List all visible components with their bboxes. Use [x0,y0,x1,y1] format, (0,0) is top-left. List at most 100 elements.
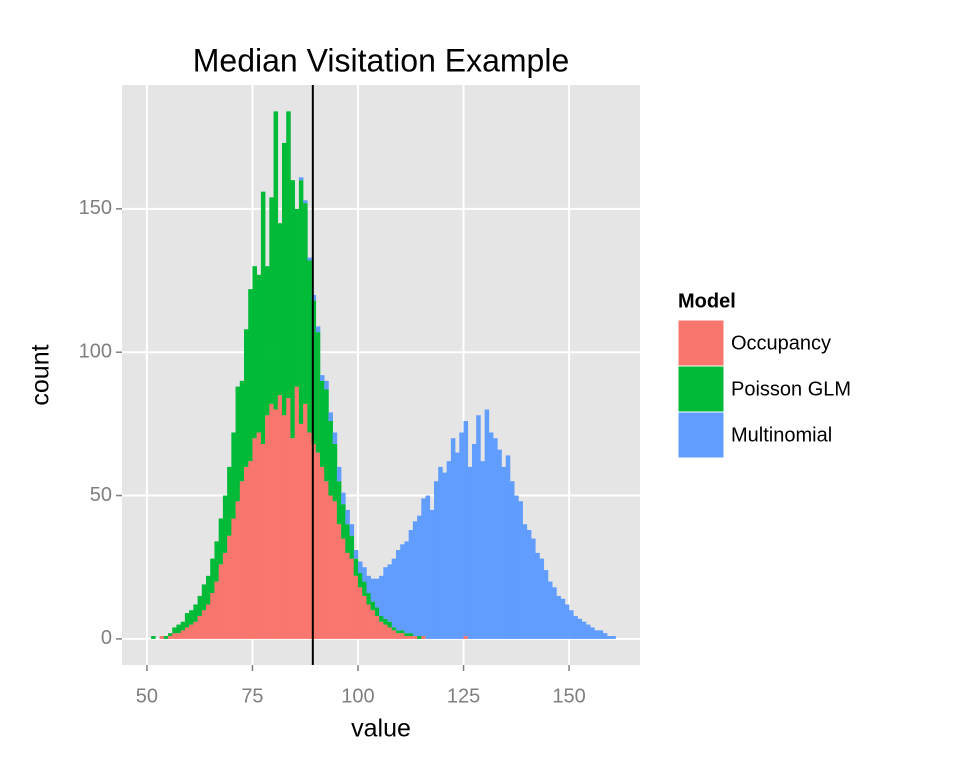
histogram-bar [151,636,156,639]
histogram-bar [366,575,371,594]
histogram-bar [269,197,274,404]
histogram-bar [383,618,388,625]
histogram-bar [387,627,393,639]
histogram-bar [222,495,228,553]
histogram-bar [412,521,418,637]
histogram-bar [366,604,371,639]
histogram-bar [383,624,388,639]
histogram-bar [408,636,414,639]
histogram-bar [193,621,198,639]
histogram-bar [324,380,329,390]
histogram-bar [484,409,490,639]
histogram-bar [206,604,211,639]
histogram-bar [602,633,608,639]
x-tick-label: 75 [241,685,263,707]
legend-key [677,411,725,459]
histogram-bar [362,567,367,582]
histogram-bar [319,380,325,467]
histogram-bar [552,587,557,639]
histogram-bar [463,636,469,639]
histogram-bar [189,610,194,625]
histogram-bar [400,630,405,634]
histogram-bar [349,558,355,639]
histogram-bar [607,636,612,639]
histogram-bar [345,552,350,639]
histogram-bar [324,389,329,482]
y-tick-label: 150 [79,197,112,219]
histogram-bar [395,630,401,634]
histogram-bar [569,610,574,639]
histogram-bar [374,578,380,608]
histogram-bar [294,208,300,387]
histogram-bar [265,266,270,416]
histogram-bar [387,564,393,622]
histogram-bar [547,581,553,639]
x-axis-label: value [351,715,411,743]
histogram-bar [404,636,409,639]
chart-title: Median Visitation Example [193,42,570,78]
histogram-bar [374,615,380,639]
histogram-bar [539,558,545,639]
histogram-bar [412,636,418,639]
histogram-bar [391,630,397,639]
histogram-bar [535,552,540,639]
x-tick-label: 150 [552,685,585,707]
histogram-bar [248,461,253,639]
histogram-bar [206,575,211,605]
histogram-bar [172,627,177,634]
x-tick-label: 125 [447,685,480,707]
histogram-bar [218,564,224,639]
histogram-bar [315,326,321,333]
histogram-bar [336,466,342,482]
histogram-bar [505,455,511,639]
histogram-bar [277,395,283,639]
histogram-bar [594,630,599,639]
histogram-bar [168,633,173,637]
histogram-bar [438,466,443,639]
histogram-bar [244,329,249,467]
histogram-bar [189,624,194,639]
histogram-bar [201,584,207,611]
histogram-bar [252,438,257,639]
histogram-bar [467,466,473,639]
histogram-bar [345,509,350,525]
histogram-bar [379,575,384,616]
histogram-bar [391,558,397,628]
histogram-bar [324,481,329,639]
histogram-bar [611,636,616,639]
histogram-bar [214,541,219,582]
histogram-bar [581,621,587,639]
histogram-bar [332,432,338,444]
histogram-bar [509,481,515,639]
histogram-bar [379,615,384,622]
histogram-bar [341,538,346,639]
histogram-bar [395,633,401,639]
histogram-bar [531,538,536,639]
histogram-bar [277,223,283,396]
histogram-bar [400,633,405,639]
histogram-bar [429,509,435,639]
histogram-bar [357,561,363,573]
legend-key [677,319,725,367]
histogram-bar [239,481,245,639]
histogram-bar [362,595,367,639]
histogram-bar [366,593,371,605]
histogram-bar [290,180,295,439]
histogram-bar [315,452,321,639]
histogram-bar [256,432,262,639]
histogram-bar [298,180,304,424]
histogram-bar [227,535,232,639]
histogram-bar [459,432,464,639]
histogram-bar [298,177,304,181]
histogram-bar [172,633,177,639]
histogram-bar [417,636,422,639]
histogram-bar [387,621,393,628]
histogram-bar [353,575,359,639]
histogram-bar [463,421,469,637]
histogram-bar [315,332,321,453]
histogram-bar [349,535,355,559]
histogram-bar [442,472,447,639]
histogram-bar [176,624,181,634]
histogram-bar [341,492,346,505]
